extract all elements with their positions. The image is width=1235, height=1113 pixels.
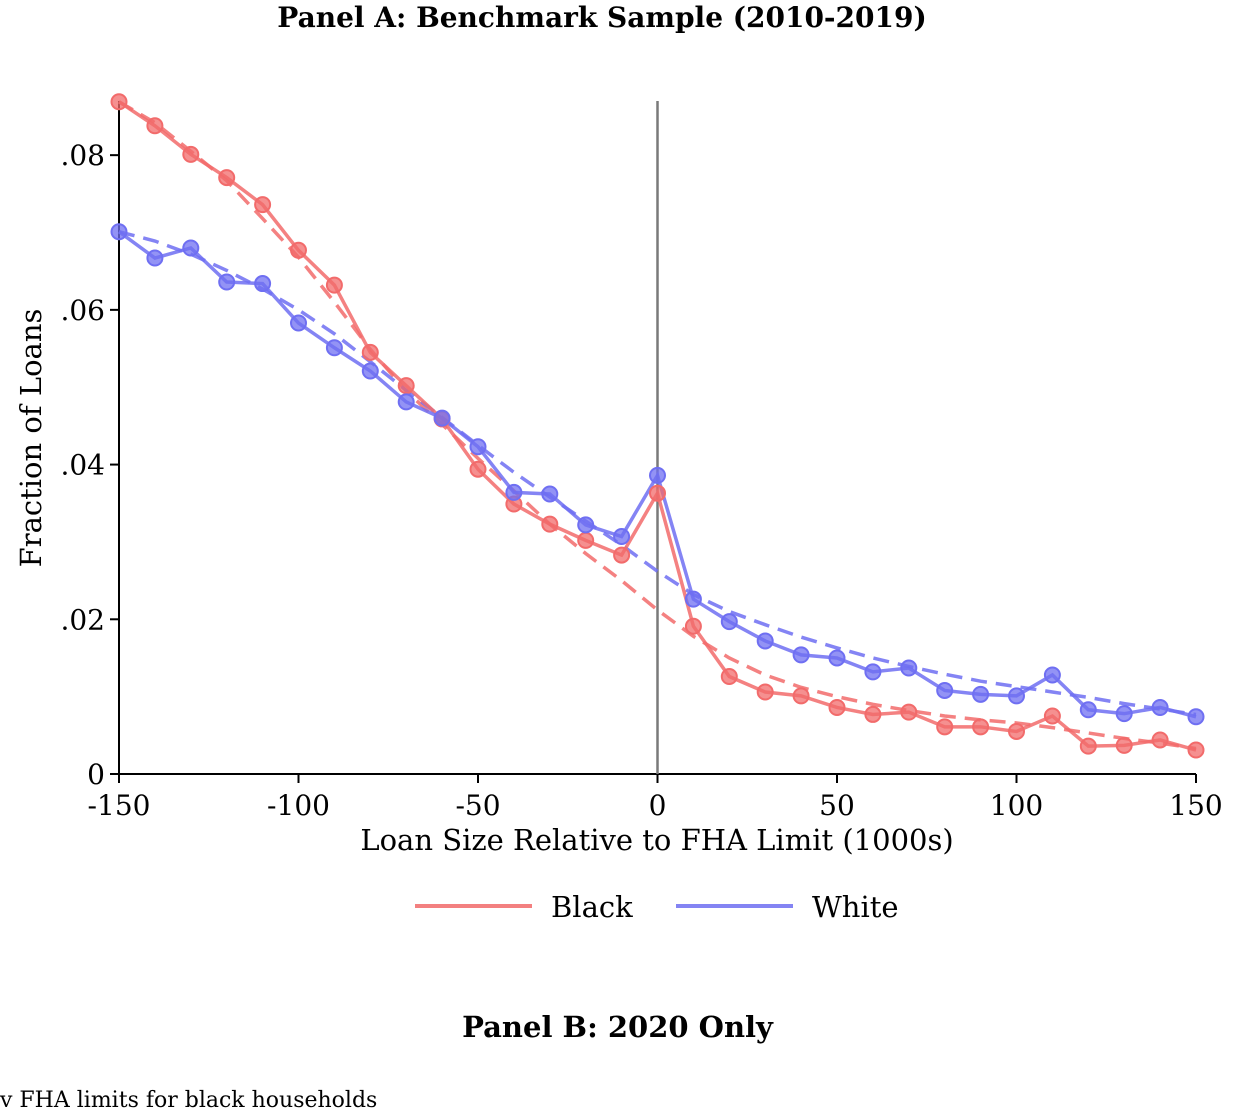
data-point-black	[397, 377, 415, 395]
data-point-white	[290, 314, 307, 332]
x-tick-label: 100	[990, 789, 1043, 822]
data-point-white	[1115, 705, 1133, 723]
data-point-black	[1043, 707, 1061, 725]
data-point-black	[828, 698, 846, 716]
data-point-black	[613, 546, 631, 564]
data-point-black	[1115, 736, 1133, 754]
data-point-white	[864, 663, 882, 681]
data-point-black	[936, 718, 954, 736]
data-point-black	[325, 276, 343, 294]
legend: Black White	[415, 890, 899, 924]
data-point-white	[684, 590, 702, 608]
data-point-black	[900, 703, 918, 721]
y-axis-label: Fraction of Loans	[14, 309, 48, 568]
data-point-white	[1151, 698, 1169, 716]
y-tick-label: 0	[87, 758, 105, 791]
data-point-black	[361, 343, 379, 361]
data-point-white	[110, 223, 128, 241]
data-point-white	[505, 483, 523, 501]
data-point-black	[972, 718, 990, 736]
data-point-white	[1008, 687, 1025, 705]
data-point-white	[1187, 708, 1205, 726]
data-point-black	[469, 460, 487, 478]
data-point-white	[325, 339, 343, 357]
x-tick-label: -50	[455, 789, 500, 822]
legend-label-white: White	[812, 890, 899, 924]
data-point-black	[1187, 741, 1205, 759]
data-point-black	[541, 515, 559, 533]
data-point-white	[649, 466, 666, 484]
legend-label-black: Black	[551, 890, 633, 924]
data-point-white	[900, 659, 918, 677]
x-tick-label: -150	[88, 789, 151, 822]
data-point-black	[649, 484, 666, 502]
data-point-black	[1151, 731, 1169, 749]
x-axis-label: Loan Size Relative to FHA Limit (1000s)	[360, 823, 953, 857]
y-tick-label: .08	[60, 139, 105, 172]
data-point-white	[254, 275, 272, 293]
panel-b-title: Panel B: 2020 Only	[462, 1010, 773, 1044]
data-point-black	[182, 145, 200, 163]
data-point-black	[756, 683, 774, 701]
y-tick-label: .06	[60, 294, 105, 327]
data-point-black	[218, 169, 236, 187]
data-point-black	[684, 617, 702, 635]
data-point-white	[720, 613, 738, 631]
caption-fragment: v FHA limits for black households	[0, 1088, 378, 1113]
data-point-black	[254, 196, 272, 214]
data-point-black	[1008, 722, 1025, 740]
axes: 0 .02 .04 .06 .08 -150 -100 -50 0 50 100 150	[60, 101, 1223, 822]
data-point-white	[397, 393, 415, 411]
data-point-black	[792, 687, 810, 705]
data-point-white	[433, 409, 451, 427]
data-point-black	[864, 705, 882, 723]
data-point-black	[290, 241, 307, 259]
data-point-white	[218, 273, 236, 291]
x-tick-label: 50	[819, 789, 855, 822]
data-point-white	[146, 249, 164, 267]
chart-title: Panel A: Benchmark Sample (2010-2019)	[277, 1, 926, 34]
data-point-black	[577, 531, 595, 549]
x-tick-label: 0	[649, 789, 667, 822]
data-point-white	[972, 685, 990, 703]
data-point-black	[110, 93, 128, 111]
data-point-black	[720, 668, 738, 686]
data-points	[110, 93, 1205, 759]
data-point-white	[361, 362, 379, 380]
data-point-white	[828, 649, 846, 667]
y-tick-label: .02	[60, 603, 105, 636]
data-point-white	[936, 681, 954, 699]
data-point-white	[1043, 666, 1061, 684]
y-tick-label: .04	[60, 449, 105, 482]
x-tick-label: -100	[267, 789, 330, 822]
data-point-white	[792, 646, 810, 664]
data-point-black	[146, 117, 164, 135]
data-point-white	[577, 516, 595, 534]
data-point-white	[1079, 701, 1097, 719]
data-point-white	[541, 485, 559, 503]
x-tick-label: 150	[1169, 789, 1222, 822]
data-point-white	[756, 632, 774, 650]
data-point-white	[182, 239, 200, 257]
data-point-white	[469, 438, 487, 456]
data-point-black	[1079, 737, 1097, 755]
data-point-white	[613, 528, 631, 546]
